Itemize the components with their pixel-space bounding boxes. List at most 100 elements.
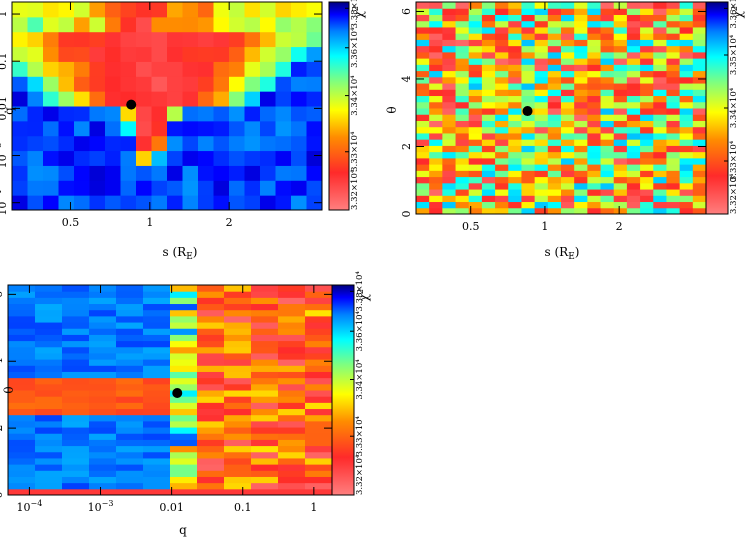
heatmap-cell — [224, 285, 252, 292]
heatmap-cell — [468, 108, 483, 115]
heatmap-cell — [640, 170, 654, 178]
heatmap-cell — [198, 31, 214, 48]
heatmap-cell — [679, 182, 694, 190]
heatmap-cell — [455, 126, 470, 134]
heatmap-cell — [521, 176, 536, 184]
heatmap-cell — [43, 150, 59, 166]
heatmap-cell — [105, 195, 121, 211]
heatmap-cell — [508, 14, 522, 22]
heatmap-cell — [679, 51, 694, 59]
heatmap-cell — [600, 20, 615, 28]
axis-ticks — [12, 2, 322, 210]
heatmap-cell — [151, 31, 168, 48]
heatmap-cell — [8, 315, 36, 323]
heatmap-cell — [561, 76, 575, 84]
heatmap-cell — [613, 182, 628, 190]
axis-ticks — [8, 285, 332, 496]
heatmap-cell — [120, 106, 137, 122]
heatmap-cell — [653, 70, 667, 78]
heatmap-cell — [692, 195, 707, 203]
heatmap-cell — [143, 352, 171, 360]
heatmap-cell — [251, 303, 279, 311]
heatmap-cell — [587, 164, 602, 171]
heatmap-cell — [587, 120, 602, 128]
heatmap-cell — [429, 2, 443, 9]
heatmap-cell — [429, 101, 443, 109]
heatmap-cell — [89, 291, 117, 298]
heatmap-cell — [495, 20, 509, 28]
heatmap-cell — [170, 439, 198, 447]
heatmap-cell — [12, 91, 28, 107]
heatmap-cell — [455, 108, 470, 115]
heatmap-cell — [151, 16, 168, 33]
heatmap-cell — [306, 31, 323, 48]
heatmap-cell — [416, 195, 430, 203]
heatmap-cell — [251, 414, 279, 422]
heatmap-cell — [416, 64, 430, 72]
heatmap-cell — [561, 157, 575, 165]
heatmap-cell — [613, 2, 628, 9]
heatmap-cell — [213, 135, 230, 152]
heatmap-cell — [521, 164, 536, 171]
heatmap-cell — [244, 195, 261, 211]
heatmap-cell — [547, 83, 562, 90]
heatmap-cell — [306, 46, 323, 62]
heatmap-cell — [666, 139, 681, 146]
heatmap-cell — [197, 464, 225, 471]
heatmap-cell — [170, 334, 198, 342]
heatmap-cell — [521, 145, 536, 153]
heatmap-cell — [679, 26, 694, 34]
heatmap-cell — [35, 408, 63, 416]
heatmap-cell — [224, 457, 252, 465]
heatmap-cell — [587, 151, 602, 159]
heatmap-cell — [62, 291, 90, 298]
heatmap-cell — [547, 8, 562, 15]
heatmap-cell — [640, 195, 654, 203]
heatmap-cell — [495, 151, 509, 159]
heatmap-cell — [508, 132, 522, 140]
heatmap-cell — [213, 2, 230, 18]
heatmap-cell — [692, 114, 707, 121]
heatmap-cell — [600, 195, 615, 203]
heatmap-cell — [197, 445, 225, 453]
heatmap-cell — [521, 83, 536, 90]
heatmap-cell — [143, 309, 171, 317]
heatmap-cell — [666, 51, 681, 59]
heatmap-cell — [62, 315, 90, 323]
heatmap-cell — [692, 182, 707, 190]
heatmap-cell — [692, 157, 707, 165]
heatmap-cell — [600, 170, 615, 178]
heatmap-cell — [653, 64, 667, 72]
heatmap-cell — [182, 120, 199, 137]
heatmap-cell — [151, 106, 168, 122]
heatmap-cell — [89, 309, 117, 317]
heatmap-cell — [666, 151, 681, 159]
heatmap-cell — [170, 433, 198, 440]
tick-label: 6 — [0, 291, 5, 298]
heatmap-cell — [12, 2, 28, 18]
heatmap-cell — [291, 180, 307, 196]
heatmap-cell — [12, 46, 28, 62]
heatmap-cell — [74, 106, 90, 122]
heatmap-cell — [640, 189, 654, 196]
heatmap-cell — [679, 126, 694, 134]
heatmap-cell — [587, 101, 602, 109]
heatmap-cell — [89, 383, 117, 391]
heatmap-cell — [640, 20, 654, 28]
tick-label: 0 — [0, 492, 5, 499]
heatmap-cell — [481, 95, 496, 103]
heatmap-cell — [27, 165, 44, 181]
heatmap-cell — [278, 427, 306, 434]
heatmap-cell — [229, 76, 245, 92]
heatmap-cell — [626, 2, 641, 9]
heatmap-cell — [74, 16, 90, 33]
heatmap-cell — [8, 371, 36, 379]
heatmap-cell — [62, 414, 90, 422]
heatmap-cell — [429, 14, 443, 22]
heatmap-cell — [275, 106, 292, 122]
heatmap-cell — [547, 151, 562, 159]
heatmap-cell — [613, 195, 628, 203]
heatmap-cell — [666, 95, 681, 103]
heatmap-cell — [305, 427, 333, 434]
heatmap-cell — [508, 164, 522, 171]
